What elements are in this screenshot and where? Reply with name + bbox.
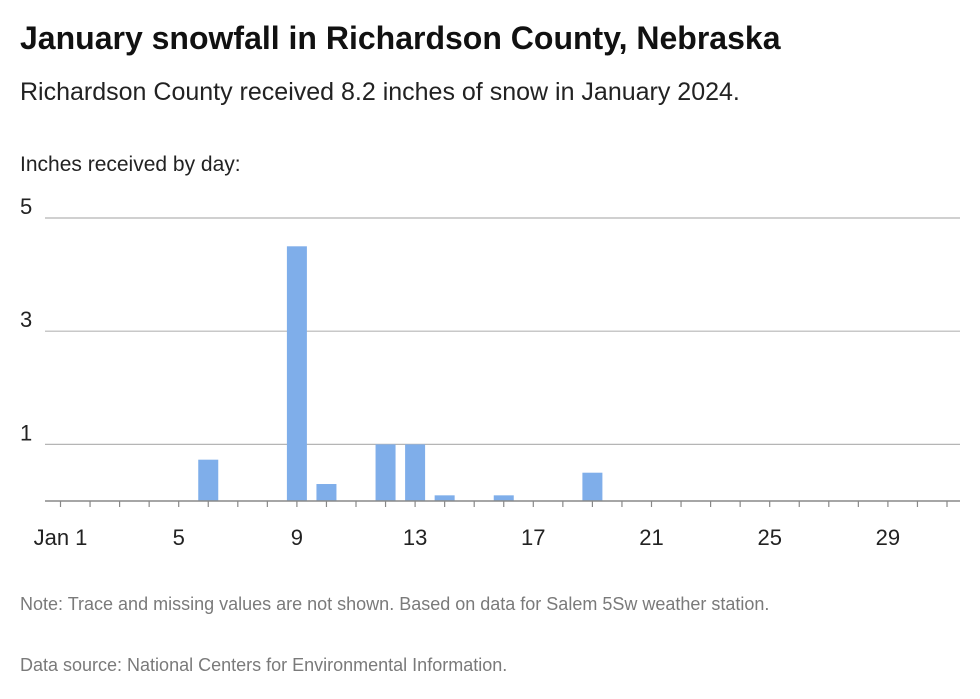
bar-day-10 <box>316 484 337 501</box>
gridlines: 1 3 5 <box>20 194 960 445</box>
y-tick-label: 3 <box>20 307 32 332</box>
x-tick-label: 29 <box>876 525 900 550</box>
bar-day-16 <box>493 495 514 501</box>
x-tick-label: Jan 1 <box>34 525 88 550</box>
chart-title: January snowfall in Richardson County, N… <box>20 20 781 56</box>
bar-day-9 <box>286 246 307 501</box>
bar-day-19 <box>582 472 603 501</box>
bars <box>198 246 603 501</box>
y-tick-label: 5 <box>20 194 32 219</box>
x-tick-label: 9 <box>291 525 303 550</box>
bar-day-12 <box>375 444 396 501</box>
x-tick-label: 21 <box>639 525 663 550</box>
x-axis: Jan 1 5 9 13 17 21 25 29 <box>34 500 960 550</box>
x-tick-label: 25 <box>757 525 781 550</box>
bar-day-6 <box>198 459 219 501</box>
x-tick-label: 17 <box>521 525 545 550</box>
chart-note: Note: Trace and missing values are not s… <box>20 594 770 614</box>
y-unit-label: Inches received by day: <box>20 153 241 176</box>
snowfall-bar-chart: 135 Jan 1 5 9 13 17 21 25 29 <box>20 194 960 550</box>
y-tick-label: 1 <box>20 420 32 445</box>
x-tick-label: 13 <box>403 525 427 550</box>
bar-day-14 <box>434 495 455 501</box>
bar-day-13 <box>405 444 426 501</box>
chart-subtitle: Richardson County received 8.2 inches of… <box>20 78 740 106</box>
data-source: Data source: National Centers for Enviro… <box>20 655 508 675</box>
x-tick-label: 5 <box>173 525 185 550</box>
